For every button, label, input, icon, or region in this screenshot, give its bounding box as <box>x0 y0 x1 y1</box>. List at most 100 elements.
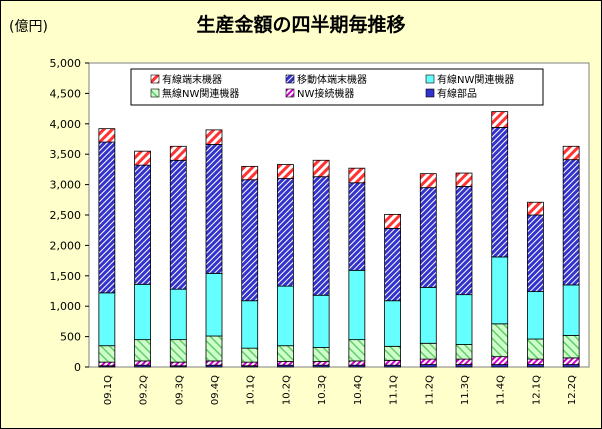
bar-segment <box>348 339 366 362</box>
bar-segment <box>455 172 473 187</box>
x-tick-label: 09.1Q <box>103 375 114 405</box>
legend-label: 有線部品 <box>437 87 477 100</box>
y-tick-label: 0 <box>74 361 81 374</box>
bar-segment <box>277 164 294 179</box>
legend-box <box>130 68 544 106</box>
bar-segment <box>384 359 401 366</box>
legend-label: 無線NW関連機器 <box>162 87 239 100</box>
bar-segment <box>169 288 187 341</box>
bar-segment <box>134 164 151 285</box>
bar-segment <box>527 201 544 216</box>
bar-segment <box>98 345 116 363</box>
bar-segment <box>98 361 116 367</box>
y-tick-label: 2,500 <box>50 209 82 222</box>
bar-segment <box>384 213 401 229</box>
bar-segment <box>527 358 544 365</box>
bar-segment <box>491 356 509 365</box>
bar-segment <box>98 292 116 347</box>
bar-segment <box>169 361 187 367</box>
y-tick-label: 2,000 <box>50 239 82 252</box>
bar-segment <box>562 357 580 365</box>
chart-title: 生産金額の四半期毎推移 <box>196 13 405 36</box>
bar-segment <box>205 129 223 145</box>
y-axis: 0 500 1,000 1,500 2,000 2,500 3,000 3,500 4,000 4… <box>50 57 89 374</box>
bar-segment <box>348 182 366 271</box>
bar-segment <box>455 344 473 360</box>
bar-segment <box>419 286 437 344</box>
x-tick-label: 10.1Q <box>246 375 257 405</box>
y-tick-label: 5,000 <box>50 57 82 70</box>
x-tick-label: 11.3Q <box>460 375 471 405</box>
bar-segment <box>241 361 259 367</box>
bar-segment <box>205 272 223 337</box>
bar-segment <box>491 127 509 258</box>
x-tick-label: 10.4Q <box>353 375 364 405</box>
x-tick-label: 12.2Q <box>567 375 578 405</box>
bar-segment <box>205 335 223 362</box>
legend-swatch <box>285 74 295 84</box>
y-tick-label: 3,000 <box>50 179 82 192</box>
x-tick-label: 11.1Q <box>389 375 400 405</box>
bar-segment <box>419 173 437 189</box>
legend-label: NW接続機器 <box>297 87 354 100</box>
bar-segment <box>384 300 401 347</box>
legend-swatch <box>425 88 435 98</box>
bar-segment <box>384 345 401 361</box>
y-tick-label: 500 <box>60 331 81 344</box>
bar-segment <box>562 284 580 336</box>
legend-label: 有線NW関連機器 <box>437 73 514 86</box>
bar-segment <box>241 347 259 363</box>
x-axis: 09.1Q 09.2Q 09.3Q 09.4Q 10.1Q 10.2Q 10.3Q 10.4Q… <box>103 375 578 405</box>
bar-segment <box>312 361 330 366</box>
bar-segment <box>348 269 366 341</box>
bar-segment <box>562 159 580 286</box>
bar-segment <box>348 360 366 366</box>
y-tick-label: 1,500 <box>50 270 82 283</box>
bar-segment <box>455 358 473 365</box>
x-tick-label: 10.3Q <box>317 375 328 405</box>
y-tick-label: 4,500 <box>50 87 82 100</box>
bar-segment <box>277 345 294 362</box>
x-tick-label: 09.3Q <box>174 375 185 405</box>
x-tick-label: 11.4Q <box>496 375 507 405</box>
bar-segment <box>419 187 437 288</box>
bar-segment <box>419 342 437 360</box>
bar-segment <box>134 150 151 166</box>
x-tick-label: 09.2Q <box>139 375 150 405</box>
bar-segment <box>419 358 437 365</box>
legend-swatch <box>285 88 295 98</box>
bar-segment <box>277 178 294 287</box>
bar-segment <box>527 338 544 360</box>
bar-segment <box>312 294 330 348</box>
bar-segment <box>134 339 151 362</box>
bar-segment <box>241 300 259 349</box>
bar-segment <box>169 159 187 290</box>
bar-segment <box>134 360 151 366</box>
bar-segment <box>134 283 151 341</box>
x-tick-label: 11.2Q <box>424 375 435 405</box>
y-tick-label: 1,000 <box>50 300 82 313</box>
bar-segment <box>455 186 473 296</box>
bar-segment <box>277 285 294 347</box>
bar-segment <box>527 291 544 340</box>
bar-segment <box>348 167 366 184</box>
bar-segment <box>205 360 223 366</box>
bar-series <box>98 111 580 368</box>
plot-area <box>88 62 590 368</box>
bar-segment <box>562 145 580 161</box>
bar-segment <box>384 227 401 302</box>
x-tick-label: 10.2Q <box>281 375 292 405</box>
bar-segment <box>277 361 294 366</box>
bar-segment <box>491 111 509 128</box>
bar-segment <box>241 179 259 302</box>
legend-label: 移動体端末機器 <box>297 73 367 86</box>
y-axis-label: (億円) <box>9 19 48 35</box>
legend-label: 有線端末機器 <box>162 73 222 86</box>
bar-segment <box>241 165 259 181</box>
y-tick-label: 4,000 <box>50 118 82 131</box>
bar-segment <box>562 334 580 359</box>
bar-segment <box>312 176 330 296</box>
bar-segment <box>98 141 116 294</box>
